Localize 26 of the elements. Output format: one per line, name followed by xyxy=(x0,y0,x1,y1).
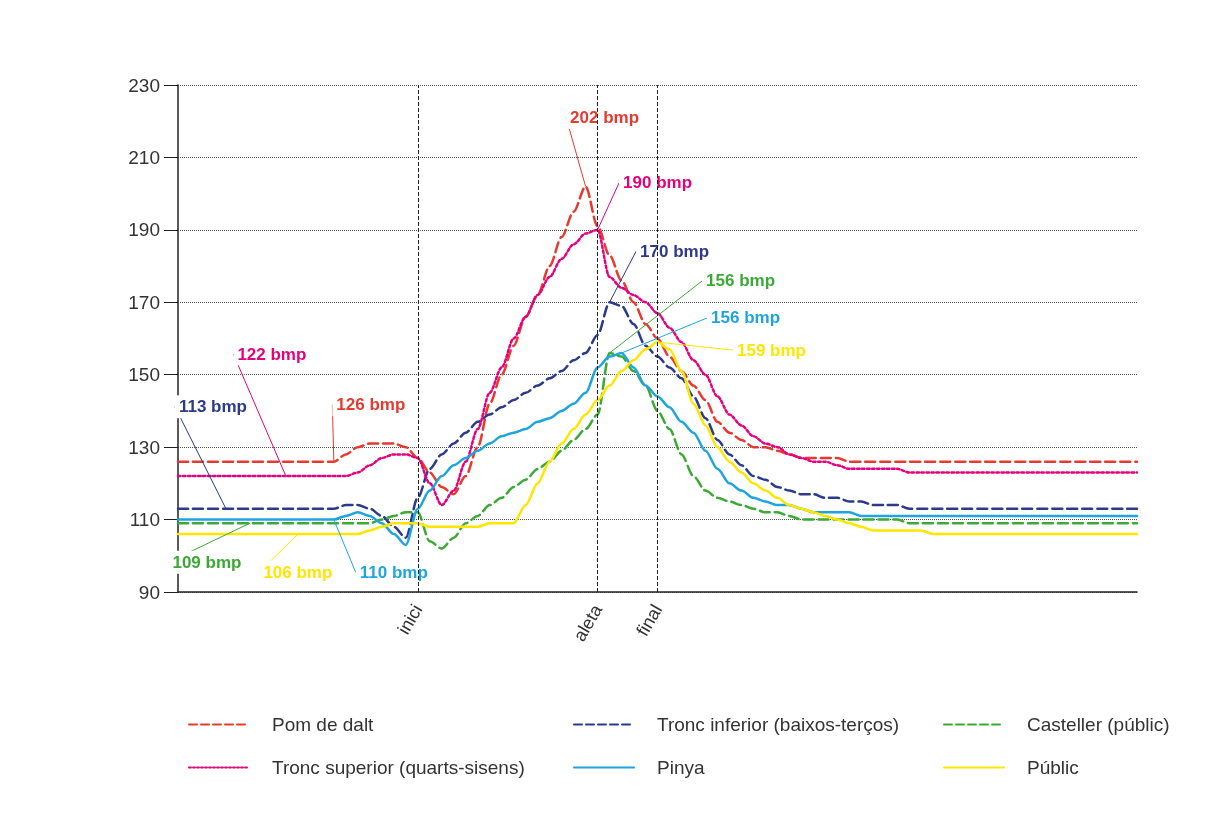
data-label: 122 bmp xyxy=(237,344,307,364)
legend-label: Tronc inferior (baixos-terços) xyxy=(657,714,900,735)
legend-label: Pinya xyxy=(657,757,705,778)
y-tick-label: 170 xyxy=(128,291,160,313)
data-label: 202 bmp xyxy=(570,107,640,127)
y-tick-label: 230 xyxy=(128,74,160,96)
legend-label: Tronc superior (quarts-sisens) xyxy=(272,757,525,778)
data-label: 156 bmp xyxy=(711,308,781,328)
y-tick-label: 110 xyxy=(129,509,160,531)
data-label: 156 bmp xyxy=(706,271,776,291)
data-label: 106 bmp xyxy=(263,562,333,582)
data-label: 159 bmp xyxy=(737,340,806,360)
data-label: 170 bmp xyxy=(640,241,710,261)
data-label: 190 bmp xyxy=(623,173,693,193)
y-tick-label: 190 xyxy=(128,219,160,241)
legend-label: Públic xyxy=(1027,757,1079,778)
legend-label: Casteller (públic) xyxy=(1027,714,1170,735)
data-label: 110 bmp xyxy=(359,563,428,583)
y-tick-label: 210 xyxy=(128,146,160,168)
data-label: 126 bmp xyxy=(336,395,406,415)
data-label: 113 bmp xyxy=(178,397,247,417)
y-tick-label: 130 xyxy=(128,436,160,458)
legend-label: Pom de dalt xyxy=(272,714,375,735)
y-tick-label: 90 xyxy=(138,581,160,603)
y-tick-label: 150 xyxy=(128,364,160,386)
data-label: 109 bmp xyxy=(172,552,242,572)
